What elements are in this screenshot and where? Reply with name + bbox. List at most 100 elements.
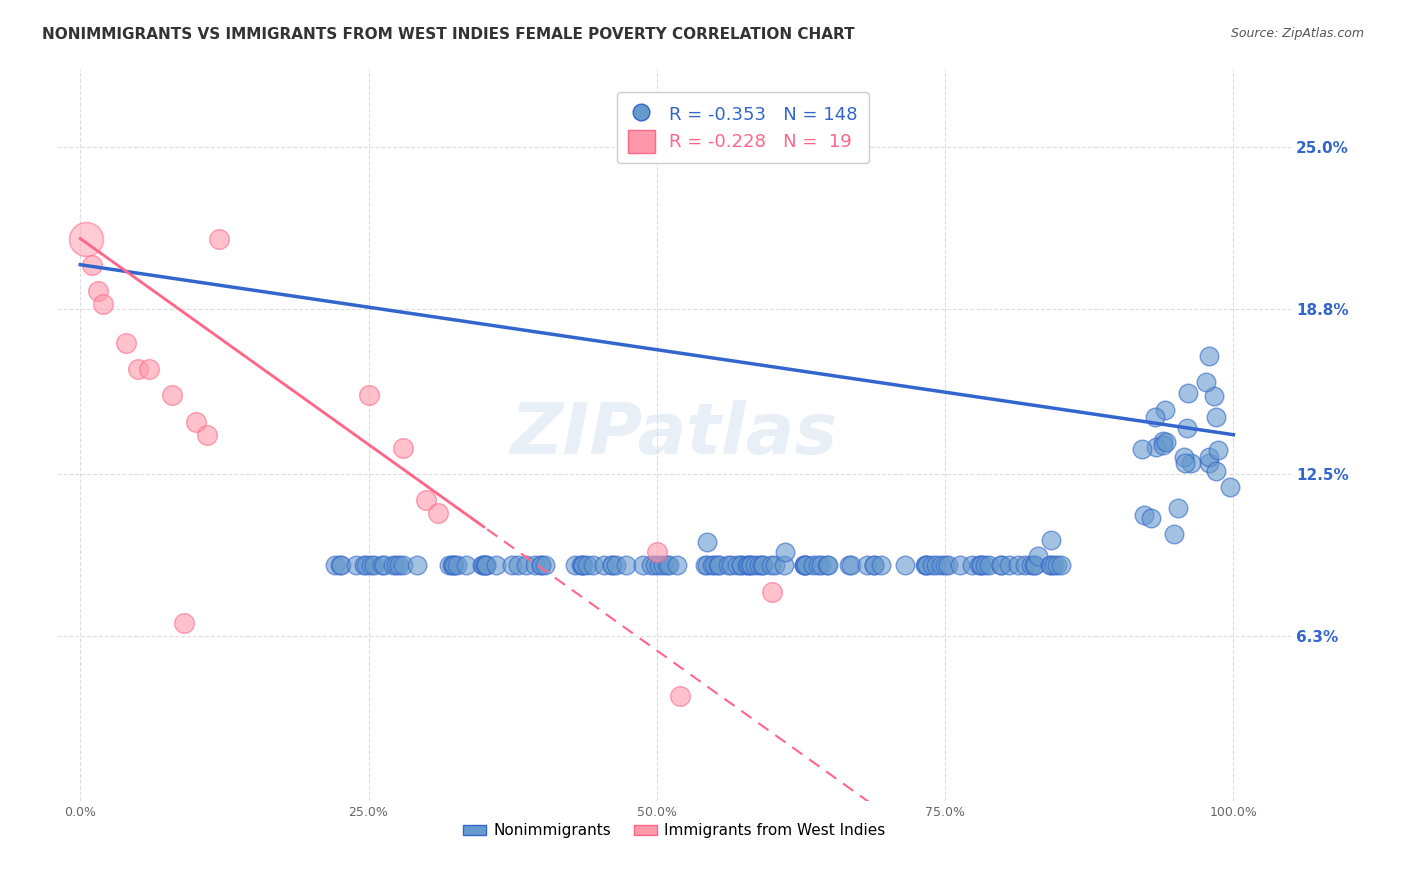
Point bbox=[1022, 558, 1045, 573]
Point bbox=[1152, 438, 1174, 452]
Point bbox=[893, 558, 915, 573]
Point bbox=[817, 558, 839, 573]
Point bbox=[582, 558, 605, 573]
Point bbox=[1144, 440, 1167, 454]
Point bbox=[127, 362, 149, 376]
Point bbox=[524, 558, 547, 573]
Point bbox=[707, 558, 730, 573]
Point bbox=[915, 558, 938, 573]
Point bbox=[1163, 526, 1185, 541]
Point bbox=[1198, 450, 1220, 464]
Point bbox=[720, 558, 742, 573]
Point bbox=[195, 427, 218, 442]
Point bbox=[329, 558, 352, 573]
Point bbox=[373, 558, 395, 573]
Point bbox=[761, 584, 783, 599]
Point bbox=[508, 558, 530, 573]
Point bbox=[748, 558, 770, 573]
Point bbox=[869, 558, 891, 573]
Point bbox=[530, 558, 553, 573]
Point bbox=[737, 558, 759, 573]
Point bbox=[1026, 549, 1049, 564]
Point bbox=[669, 690, 692, 704]
Point bbox=[456, 558, 478, 573]
Point bbox=[1198, 349, 1220, 363]
Point bbox=[406, 558, 429, 573]
Point bbox=[371, 558, 394, 573]
Point bbox=[640, 558, 662, 573]
Point bbox=[970, 558, 993, 573]
Point bbox=[751, 558, 773, 573]
Point bbox=[388, 558, 411, 573]
Point bbox=[967, 558, 990, 573]
Point bbox=[391, 558, 413, 573]
Point bbox=[970, 558, 993, 573]
Point bbox=[471, 558, 494, 573]
Point bbox=[914, 558, 936, 573]
Point bbox=[973, 558, 995, 573]
Point bbox=[614, 558, 637, 573]
Point bbox=[1198, 456, 1220, 470]
Point bbox=[977, 558, 1000, 573]
Point bbox=[990, 558, 1012, 573]
Point bbox=[330, 558, 353, 573]
Point bbox=[810, 558, 832, 573]
Point bbox=[717, 558, 740, 573]
Text: Source: ZipAtlas.com: Source: ZipAtlas.com bbox=[1230, 27, 1364, 40]
Point bbox=[184, 415, 207, 429]
Point bbox=[794, 558, 817, 573]
Point bbox=[162, 388, 184, 402]
Point bbox=[1140, 511, 1163, 525]
Point bbox=[695, 558, 717, 573]
Point bbox=[600, 558, 623, 573]
Point bbox=[207, 231, 229, 245]
Point bbox=[696, 558, 718, 573]
Point bbox=[1206, 443, 1229, 458]
Point bbox=[1173, 450, 1195, 464]
Point bbox=[815, 558, 838, 573]
Point bbox=[735, 558, 758, 573]
Point bbox=[838, 558, 860, 573]
Text: ZIPatlas: ZIPatlas bbox=[510, 401, 838, 469]
Point bbox=[631, 558, 654, 573]
Point bbox=[485, 558, 508, 573]
Point bbox=[501, 558, 523, 573]
Legend: Nonimmigrants, Immigrants from West Indies: Nonimmigrants, Immigrants from West Indi… bbox=[457, 817, 891, 845]
Point bbox=[1024, 558, 1046, 573]
Point bbox=[440, 558, 463, 573]
Point bbox=[1039, 558, 1062, 573]
Point bbox=[934, 558, 956, 573]
Point bbox=[1175, 421, 1198, 435]
Point bbox=[925, 558, 948, 573]
Point bbox=[571, 558, 593, 573]
Point bbox=[759, 558, 782, 573]
Point bbox=[839, 558, 862, 573]
Point bbox=[530, 558, 553, 573]
Point bbox=[793, 558, 815, 573]
Point bbox=[441, 558, 464, 573]
Point bbox=[1205, 464, 1227, 478]
Point bbox=[773, 545, 796, 559]
Point bbox=[725, 558, 748, 573]
Point bbox=[703, 558, 725, 573]
Point bbox=[357, 388, 380, 402]
Point bbox=[392, 441, 415, 455]
Point bbox=[949, 558, 972, 573]
Point bbox=[534, 558, 557, 573]
Point bbox=[652, 558, 675, 573]
Point bbox=[960, 558, 983, 573]
Point bbox=[730, 558, 752, 573]
Point bbox=[474, 558, 496, 573]
Point bbox=[655, 558, 678, 573]
Point bbox=[763, 558, 786, 573]
Point bbox=[80, 258, 103, 272]
Point bbox=[360, 558, 382, 573]
Point bbox=[571, 558, 593, 573]
Point bbox=[475, 558, 498, 573]
Point bbox=[700, 558, 723, 573]
Text: NONIMMIGRANTS VS IMMIGRANTS FROM WEST INDIES FEMALE POVERTY CORRELATION CHART: NONIMMIGRANTS VS IMMIGRANTS FROM WEST IN… bbox=[42, 27, 855, 42]
Point bbox=[363, 558, 385, 573]
Point bbox=[706, 558, 728, 573]
Point bbox=[385, 558, 408, 573]
Point bbox=[564, 558, 586, 573]
